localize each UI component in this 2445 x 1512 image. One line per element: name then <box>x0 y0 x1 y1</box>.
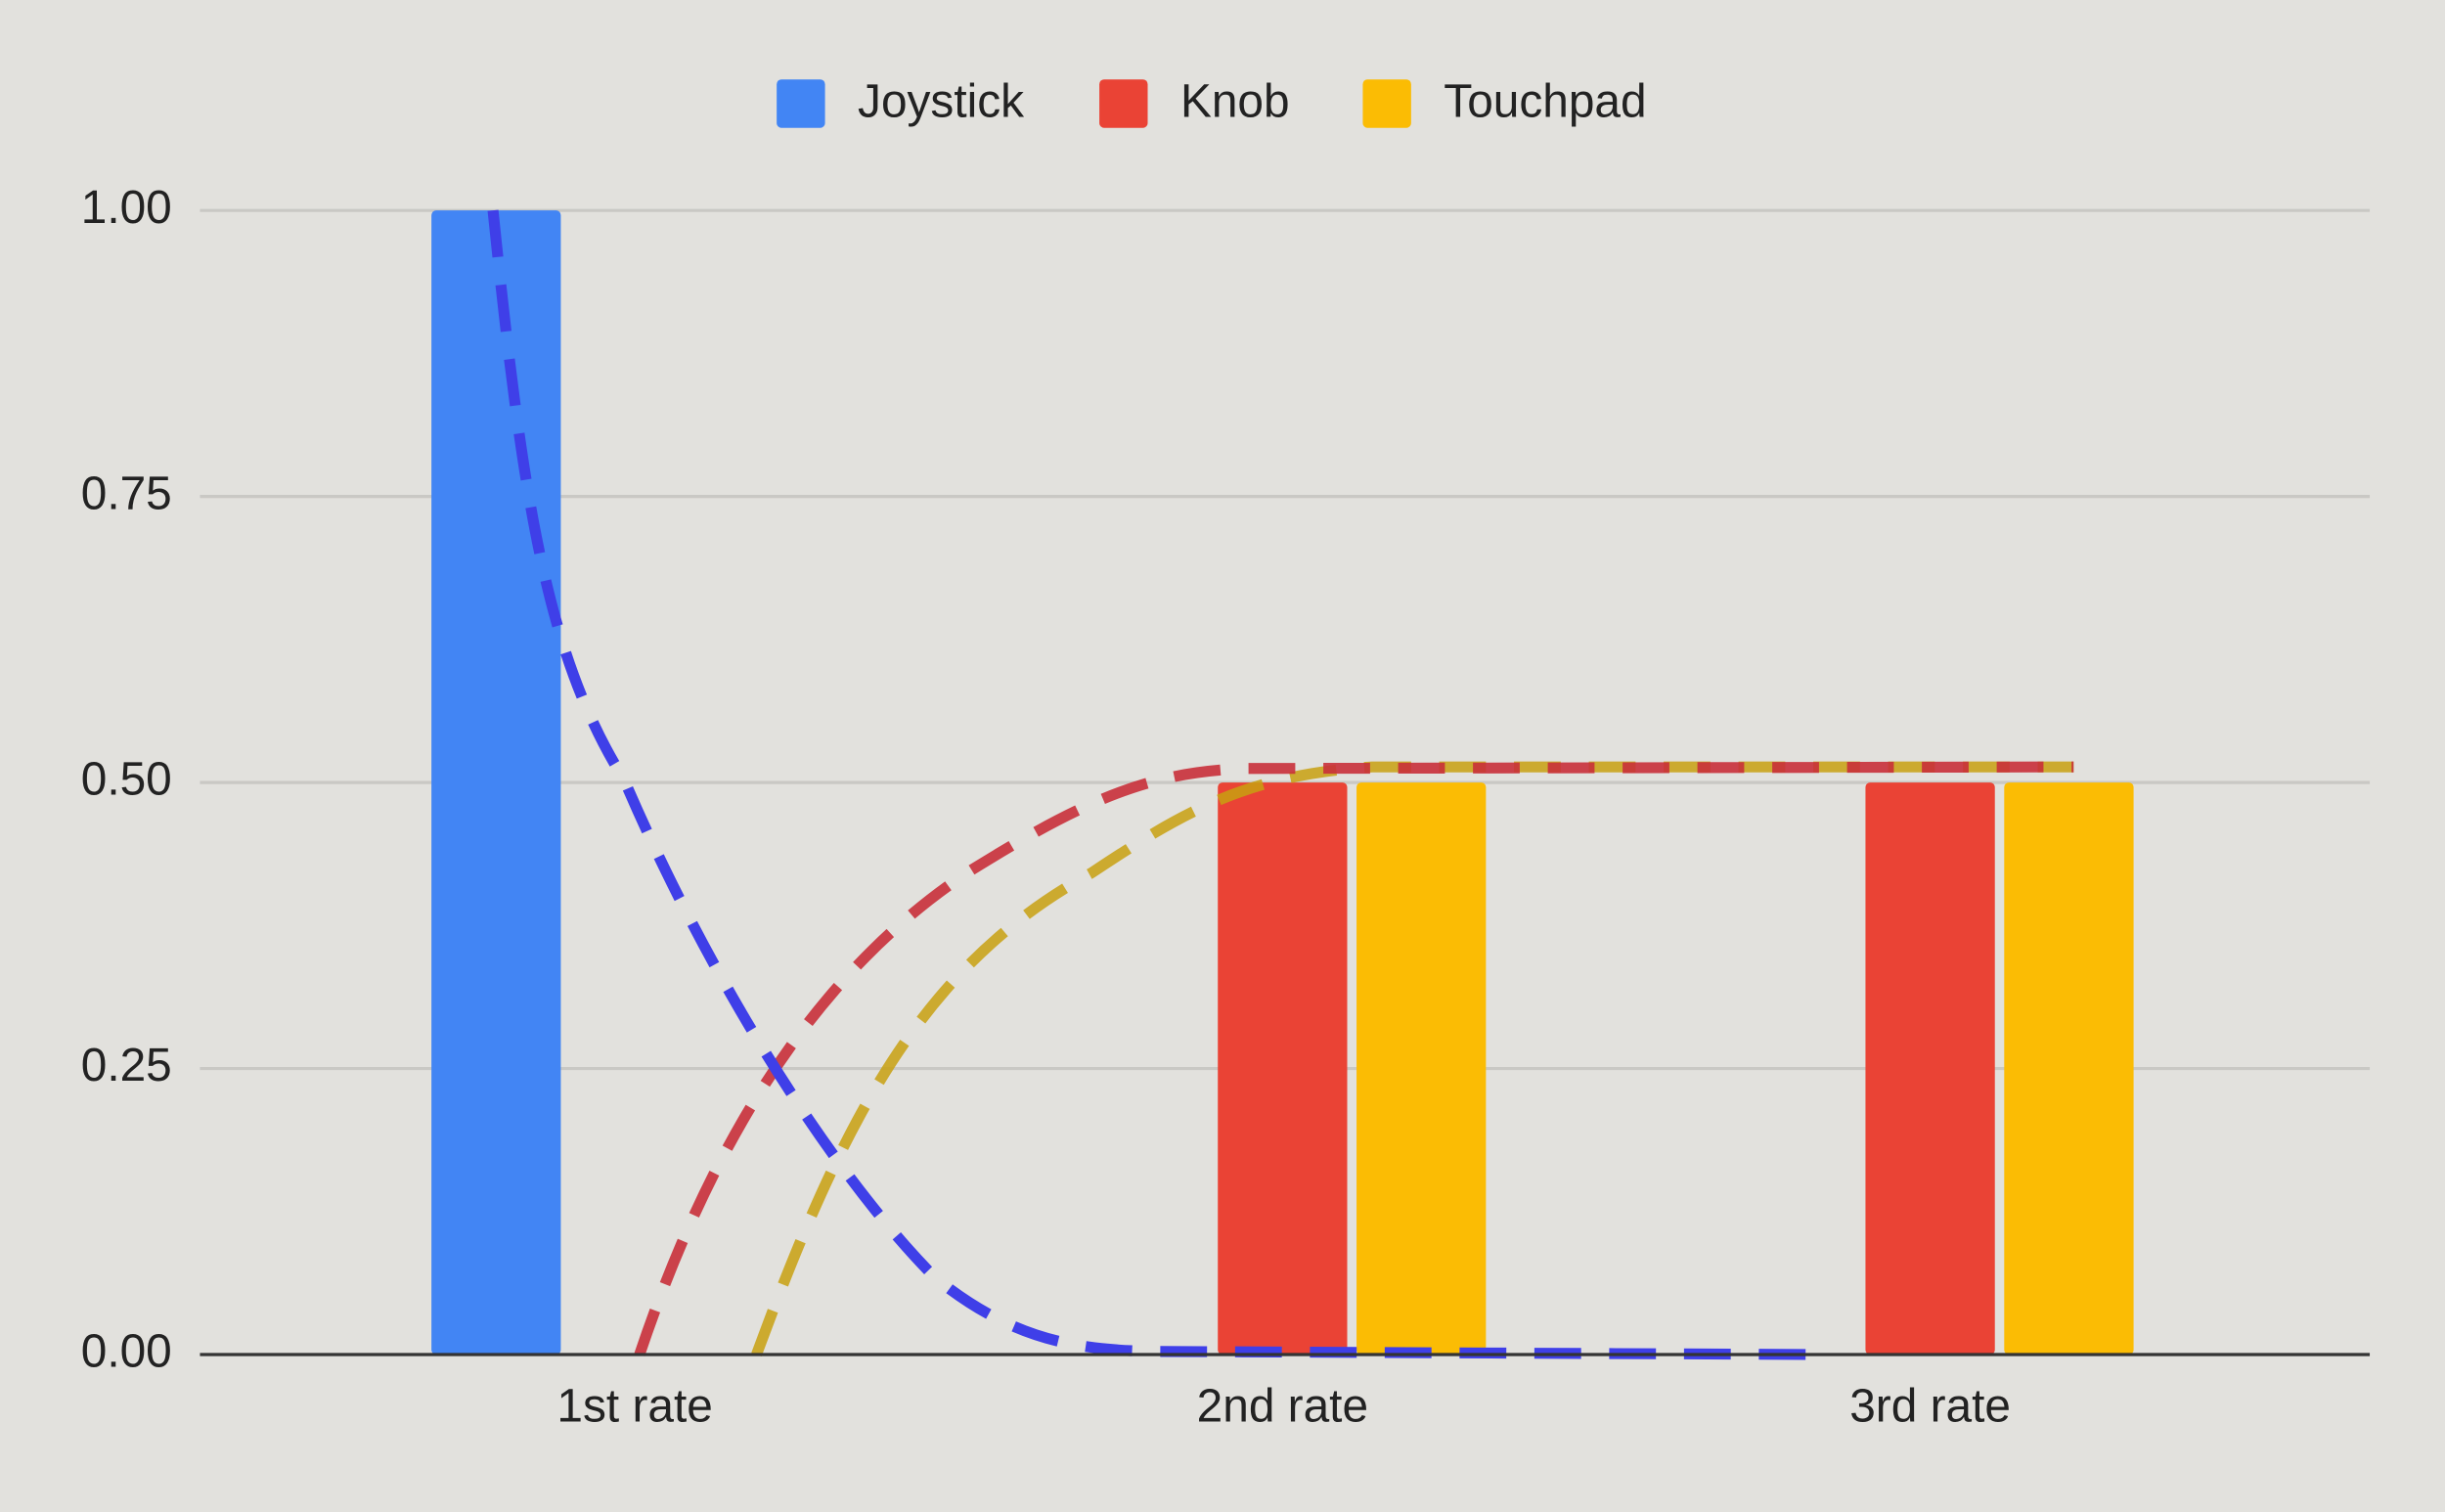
legend-label: Joystick <box>858 75 1024 127</box>
bars <box>431 210 2134 1356</box>
bar <box>1356 782 1487 1356</box>
y-tick-label: 1.00 <box>81 182 172 234</box>
legend: Joystick Knob Touchpad <box>777 75 1647 128</box>
y-tick-label: 0.25 <box>81 1040 172 1091</box>
bar <box>1865 782 1995 1356</box>
y-tick-label: 0.75 <box>81 467 172 519</box>
trend-curves <box>487 209 2074 1360</box>
legend-label: Touchpad <box>1444 75 1646 127</box>
x-tick-label: 2nd rate <box>1197 1380 1368 1432</box>
legend-swatch <box>777 79 825 128</box>
x-tick-label: 3rd rate <box>1849 1380 2011 1432</box>
x-tick-label: 1st rate <box>556 1380 712 1432</box>
bar <box>431 210 561 1356</box>
bar <box>1218 782 1348 1356</box>
trend-curve <box>487 209 1825 1360</box>
bar <box>2004 782 2134 1356</box>
trend-curve <box>634 761 2074 1356</box>
legend-label: Knob <box>1180 75 1290 127</box>
trend-curve <box>751 761 2074 1356</box>
y-tick-label: 0.00 <box>81 1326 172 1378</box>
labels: 0.00 0.25 0.50 0.75 1.00 1st rate 2nd rate 3rd … <box>81 182 2371 1432</box>
legend-swatch <box>1362 79 1411 128</box>
legend-swatch <box>1099 79 1148 128</box>
y-tick-label: 0.50 <box>81 754 172 806</box>
